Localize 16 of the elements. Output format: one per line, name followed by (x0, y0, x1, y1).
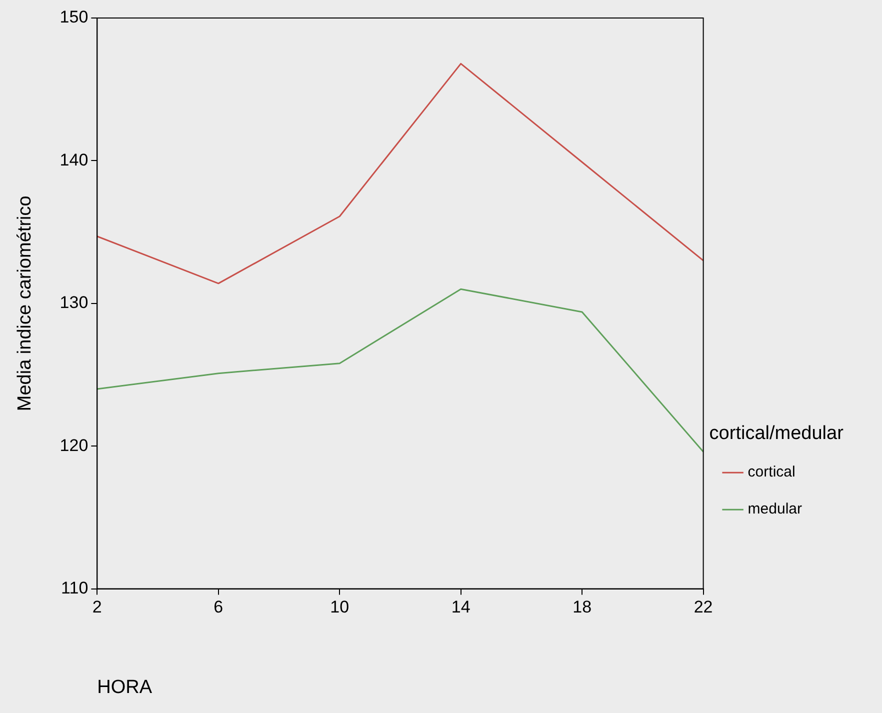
y-tick-label: 150 (60, 8, 88, 27)
y-tick-label: 120 (60, 436, 88, 455)
legend-title: cortical/medular (709, 422, 844, 444)
x-tick-label: 22 (694, 598, 713, 617)
x-tick-label: 10 (330, 598, 350, 617)
y-tick-label: 140 (60, 150, 88, 170)
legend-label: medular (748, 500, 802, 518)
y-tick-label: 130 (60, 293, 88, 312)
y-axis-title: Media indice cariométrico (14, 196, 36, 412)
legend-label: cortical (748, 464, 796, 481)
y-tick-label: 110 (61, 578, 88, 598)
x-tick-label: 18 (572, 598, 592, 617)
x-tick-label: 6 (214, 598, 224, 617)
x-tick-label: 14 (451, 598, 470, 617)
x-axis-title: HORA (97, 676, 152, 698)
x-tick-label: 2 (92, 598, 102, 617)
